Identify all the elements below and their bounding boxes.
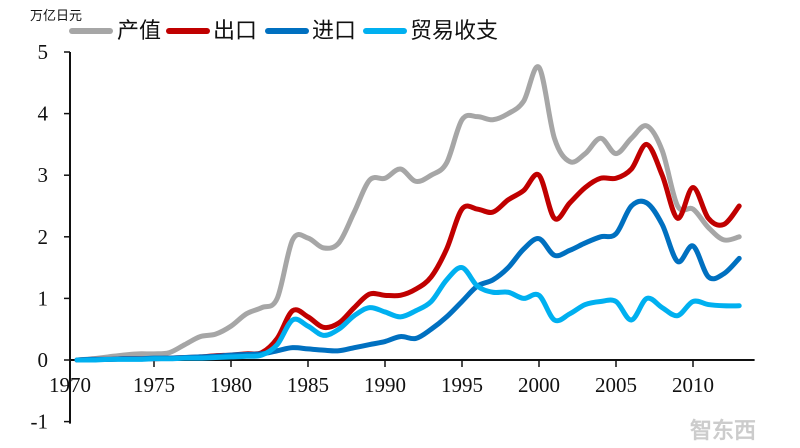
- y-tick-label: 1: [38, 286, 49, 310]
- legend-label: 进口: [312, 19, 356, 44]
- series-line-2: [74, 198, 742, 363]
- y-tick-label: 3: [38, 163, 49, 187]
- x-tick-label: 1970: [49, 373, 91, 397]
- series-line-0: [74, 64, 742, 363]
- legend-label: 出口: [213, 19, 257, 44]
- y-tick-label: 2: [38, 225, 49, 249]
- y-tick-label: 4: [38, 102, 49, 126]
- legend: 产值 出口 进口 贸易收支: [69, 19, 498, 44]
- series-lines: [74, 64, 742, 363]
- legend-label: 产值: [117, 19, 161, 44]
- legend-label: 贸易收支: [410, 19, 498, 44]
- x-tick-label: 1995: [441, 373, 483, 397]
- x-tick-label: 2000: [518, 373, 560, 397]
- x-tick-label: 2010: [672, 373, 714, 397]
- y-axis-unit-label: 万亿日元: [30, 9, 82, 24]
- y-tick-label: 5: [38, 40, 49, 64]
- x-tick-label: 1975: [133, 373, 175, 397]
- watermark: 智东西: [690, 418, 756, 444]
- x-tick-label: 1980: [210, 373, 252, 397]
- x-tick-label: 1990: [364, 373, 406, 397]
- x-tick-label: 2005: [595, 373, 637, 397]
- series-line-3: [74, 265, 742, 363]
- axes: -1 0 1 2 3 4 5 1970 1975 1980 1985 1990 1995 2000 2005…: [31, 40, 755, 434]
- y-tick-label: 0: [38, 348, 49, 372]
- y-tick-label: -1: [31, 410, 49, 434]
- x-tick-label: 1985: [287, 373, 329, 397]
